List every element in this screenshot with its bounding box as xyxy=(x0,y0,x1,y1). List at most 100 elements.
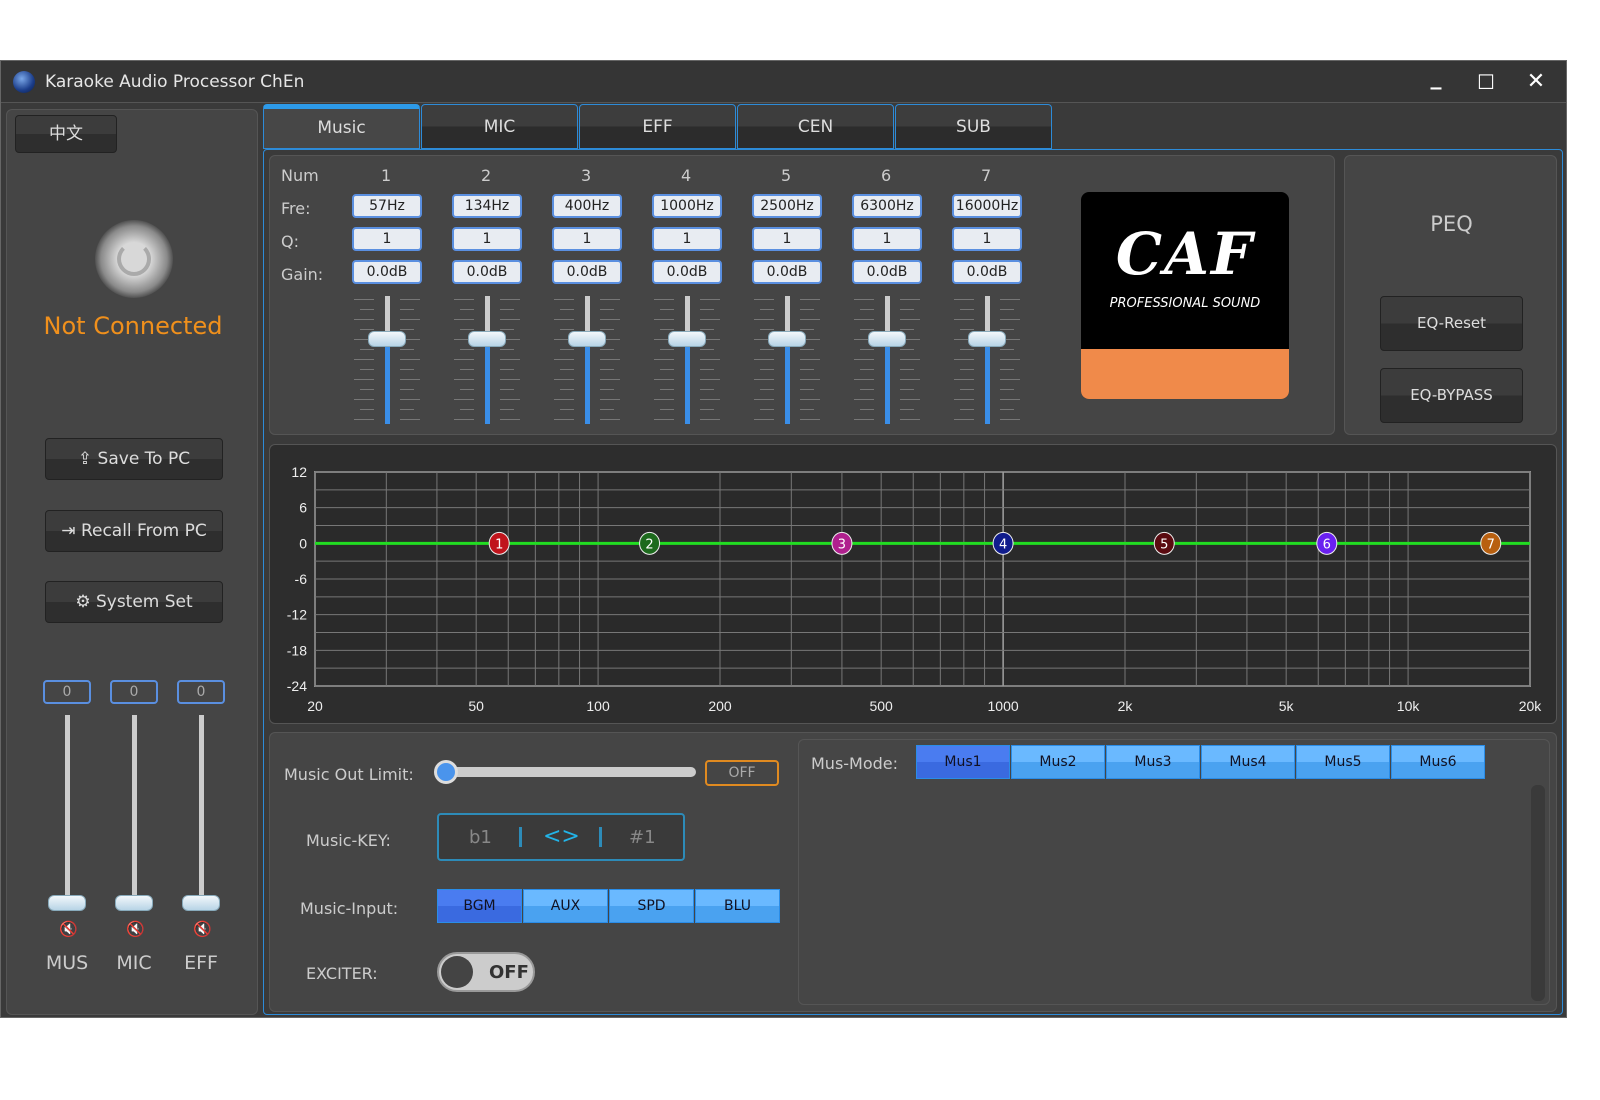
band-3-frequency-input[interactable]: 400Hz xyxy=(552,194,622,218)
scrollbar[interactable] xyxy=(1531,785,1545,1001)
tab-sub[interactable]: SUB xyxy=(895,104,1052,149)
band-2-node[interactable]: 2 xyxy=(639,531,661,555)
slider-thumb[interactable] xyxy=(868,331,906,347)
tab-mic[interactable]: MIC xyxy=(421,104,578,149)
key-down-button[interactable]: b1 xyxy=(469,827,492,848)
slider-thumb[interactable] xyxy=(968,331,1006,347)
exciter-toggle[interactable]: OFF xyxy=(437,952,535,992)
band-4-q-input[interactable]: 1 xyxy=(652,227,722,251)
slider-thumb[interactable] xyxy=(668,331,706,347)
tick-mark xyxy=(700,349,714,350)
slider-thumb[interactable] xyxy=(434,760,458,784)
recall-from-pc-button[interactable]: ⇥ Recall From PC xyxy=(45,510,223,552)
channel-mus-fader[interactable] xyxy=(65,715,70,905)
tick-mark xyxy=(754,339,774,340)
channel-mic-value[interactable]: 0 xyxy=(110,680,158,704)
band-5-node[interactable]: 5 xyxy=(1153,531,1175,555)
channel-mic-fader[interactable] xyxy=(132,715,137,905)
tab-music[interactable]: Music xyxy=(263,104,420,149)
band-5-frequency-input[interactable]: 2500Hz xyxy=(752,194,822,218)
inputs-blu-button[interactable]: BLU xyxy=(695,889,780,923)
close-button[interactable]: ✕ xyxy=(1526,69,1546,94)
band-6-gain-input[interactable]: 0.0dB xyxy=(852,260,922,284)
band-node-marker[interactable] xyxy=(1153,531,1175,555)
band-4-frequency-input[interactable]: 1000Hz xyxy=(652,194,722,218)
key-reset-button[interactable]: <> xyxy=(543,824,580,849)
inputs-aux-button[interactable]: AUX xyxy=(523,889,608,923)
eq-bypass-button[interactable]: EQ-BYPASS xyxy=(1380,368,1523,423)
connect-power-button[interactable] xyxy=(95,220,173,298)
band-5-q-input[interactable]: 1 xyxy=(752,227,822,251)
band-number: 1 xyxy=(381,166,392,185)
mute-speaker-icon[interactable]: 🔇 xyxy=(126,920,145,938)
band-1-gain-slider[interactable] xyxy=(352,296,422,426)
band-1-q-input[interactable]: 1 xyxy=(352,227,422,251)
band-4-gain-slider[interactable] xyxy=(652,296,722,426)
modes-mus6-button[interactable]: Mus6 xyxy=(1391,745,1485,779)
tick-mark xyxy=(654,399,674,400)
channel-mus-value[interactable]: 0 xyxy=(43,680,91,704)
inputs-spd-button[interactable]: SPD xyxy=(609,889,694,923)
band-2-gain-input[interactable]: 0.0dB xyxy=(452,260,522,284)
band-5-gain-input[interactable]: 0.0dB xyxy=(752,260,822,284)
modes-mus5-button[interactable]: Mus5 xyxy=(1296,745,1390,779)
band-7-gain-slider[interactable] xyxy=(952,296,1022,426)
band-6-q-input[interactable]: 1 xyxy=(852,227,922,251)
inputs-bgm-button[interactable]: BGM xyxy=(437,889,522,923)
band-node-marker[interactable] xyxy=(992,531,1014,555)
channel-eff-value[interactable]: 0 xyxy=(177,680,225,704)
music-out-limit-slider[interactable] xyxy=(434,760,696,784)
band-node-marker[interactable] xyxy=(831,531,853,555)
mute-speaker-icon[interactable]: 🔇 xyxy=(59,920,78,938)
band-7-node[interactable]: 7 xyxy=(1480,531,1502,555)
slider-thumb[interactable] xyxy=(568,331,606,347)
minimize-button[interactable]: _ xyxy=(1430,65,1442,90)
band-node-marker[interactable] xyxy=(1480,531,1502,555)
band-node-marker[interactable] xyxy=(1316,531,1338,555)
band-7-frequency-input[interactable]: 16000Hz xyxy=(952,194,1022,218)
fader-thumb[interactable] xyxy=(115,895,153,911)
modes-mus4-button[interactable]: Mus4 xyxy=(1201,745,1295,779)
slider-track xyxy=(885,296,890,339)
slider-thumb[interactable] xyxy=(768,331,806,347)
language-button[interactable]: 中文 xyxy=(15,115,117,153)
band-2-q-input[interactable]: 1 xyxy=(452,227,522,251)
tab-eff[interactable]: EFF xyxy=(579,104,736,149)
band-4-node[interactable]: 4 xyxy=(992,531,1014,555)
modes-mus3-button[interactable]: Mus3 xyxy=(1106,745,1200,779)
fader-thumb[interactable] xyxy=(182,895,220,911)
band-3-node[interactable]: 3 xyxy=(831,531,853,555)
band-7-gain-input[interactable]: 0.0dB xyxy=(952,260,1022,284)
band-2-gain-slider[interactable] xyxy=(452,296,522,426)
tab-cen[interactable]: CEN xyxy=(737,104,894,149)
band-node-marker[interactable] xyxy=(488,531,510,555)
band-6-node[interactable]: 6 xyxy=(1316,531,1338,555)
slider-thumb[interactable] xyxy=(368,331,406,347)
band-3-q-input[interactable]: 1 xyxy=(552,227,622,251)
key-up-button[interactable]: #1 xyxy=(629,827,656,848)
system-set-button[interactable]: ⚙ System Set xyxy=(45,581,223,623)
fader-thumb[interactable] xyxy=(48,895,86,911)
band-2-frequency-input[interactable]: 134Hz xyxy=(452,194,522,218)
band-6-frequency-input[interactable]: 6300Hz xyxy=(852,194,922,218)
band-6-gain-slider[interactable] xyxy=(852,296,922,426)
band-1-node[interactable]: 1 xyxy=(488,531,510,555)
mute-speaker-icon[interactable]: 🔇 xyxy=(193,920,212,938)
band-4-gain-input[interactable]: 0.0dB xyxy=(652,260,722,284)
band-1-frequency-input[interactable]: 57Hz xyxy=(352,194,422,218)
channel-eff-fader[interactable] xyxy=(199,715,204,905)
out-limit-toggle[interactable]: OFF xyxy=(705,760,779,786)
modes-mus2-button[interactable]: Mus2 xyxy=(1011,745,1105,779)
modes-mus1-button[interactable]: Mus1 xyxy=(916,745,1010,779)
band-5-gain-slider[interactable] xyxy=(752,296,822,426)
band-1-gain-input[interactable]: 0.0dB xyxy=(352,260,422,284)
maximize-button[interactable]: ☐ xyxy=(1477,70,1495,94)
band-7-q-input[interactable]: 1 xyxy=(952,227,1022,251)
band-3-gain-slider[interactable] xyxy=(552,296,622,426)
band-node-marker[interactable] xyxy=(639,531,661,555)
save-to-pc-button[interactable]: ⇪ Save To PC xyxy=(45,438,223,480)
band-3-gain-input[interactable]: 0.0dB xyxy=(552,260,622,284)
eq-reset-button[interactable]: EQ-Reset xyxy=(1380,296,1523,351)
slider-thumb[interactable] xyxy=(468,331,506,347)
